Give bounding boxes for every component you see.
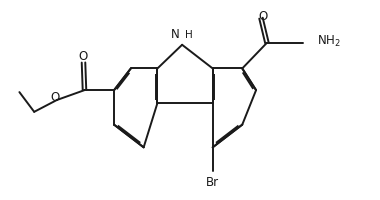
- Text: O: O: [78, 50, 87, 63]
- Text: NH$_2$: NH$_2$: [317, 34, 341, 49]
- Text: O: O: [50, 91, 60, 104]
- Text: H: H: [185, 30, 193, 40]
- Text: O: O: [258, 10, 268, 23]
- Text: N: N: [171, 28, 180, 41]
- Text: Br: Br: [206, 176, 219, 189]
